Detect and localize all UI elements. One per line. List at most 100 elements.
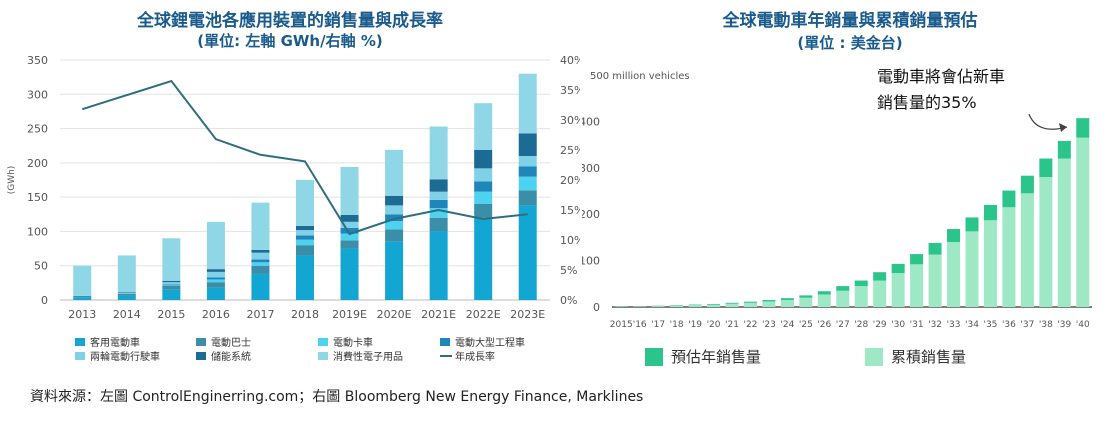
left-bar-segment bbox=[296, 245, 314, 256]
right-bar-cumulative bbox=[965, 231, 979, 307]
right-bar-cumulative bbox=[688, 305, 702, 307]
right-bar-annual bbox=[1076, 118, 1090, 138]
left-legend-swatch bbox=[196, 352, 206, 360]
left-y2tick-label: 20% bbox=[560, 174, 580, 187]
left-bar-segment bbox=[296, 225, 314, 231]
left-bar-segment bbox=[206, 282, 225, 288]
right-bar-cumulative bbox=[1002, 207, 1016, 307]
right-bar-annual bbox=[725, 302, 739, 304]
left-bar-segment bbox=[117, 293, 136, 296]
left-bar-segment bbox=[73, 265, 92, 296]
left-bar-segment bbox=[251, 202, 270, 250]
left-xtick-label: 2018 bbox=[291, 308, 319, 321]
left-bar-segment bbox=[117, 293, 136, 294]
left-bar-segment bbox=[518, 166, 537, 177]
right-bar-annual bbox=[762, 300, 776, 302]
left-bar-segment bbox=[429, 217, 448, 232]
left-chart-title: 全球鋰電池各應用裝置的銷售量與成長率 bbox=[137, 11, 443, 31]
right-bar-annual bbox=[780, 298, 794, 301]
left-bar-segment bbox=[162, 289, 181, 300]
left-bar-segment bbox=[340, 233, 359, 241]
legend-swatch-annual bbox=[645, 347, 663, 366]
left-bar-segment bbox=[73, 295, 92, 298]
left-legend-swatch bbox=[75, 352, 85, 360]
left-legend-label: 電動巴士 bbox=[211, 336, 251, 349]
right-bar-annual bbox=[799, 295, 813, 298]
left-legend-swatch bbox=[196, 338, 206, 346]
left-bar-segment bbox=[162, 285, 181, 290]
right-chart: 0 100 200 300 400 500 million vehicles 2015'16… bbox=[582, 67, 1092, 330]
left-ytick-label: 0 bbox=[41, 294, 48, 307]
left-bar-segment bbox=[162, 284, 181, 286]
left-bar-segment bbox=[518, 133, 537, 156]
right-bar-cumulative bbox=[1057, 158, 1071, 307]
left-bar-segment bbox=[296, 239, 314, 246]
left-bar-segment bbox=[385, 229, 404, 242]
left-legend-swatch bbox=[318, 338, 328, 346]
right-chart-subtitle: (單位 : 美金台) bbox=[797, 34, 903, 52]
left-bar-segment bbox=[474, 181, 493, 192]
right-bar-annual bbox=[928, 242, 942, 255]
left-bar-segment bbox=[162, 282, 181, 285]
right-xtick-label: 2015 bbox=[610, 320, 633, 330]
left-xtick-label: 2016 bbox=[202, 308, 230, 321]
right-bar-cumulative bbox=[928, 254, 942, 307]
left-growth-line bbox=[81, 79, 528, 236]
left-bar-segment bbox=[206, 269, 225, 272]
left-bar-segment bbox=[296, 180, 314, 226]
right-annotation-line1: 電動車將會佔新車 bbox=[877, 67, 1005, 86]
left-bar-segment bbox=[340, 240, 359, 249]
left-bar-segment bbox=[162, 280, 181, 283]
right-chart-title: 全球電動車年銷量與累積銷量預估 bbox=[722, 11, 978, 31]
right-bar-annual bbox=[1002, 190, 1016, 208]
left-bar-segment bbox=[385, 214, 404, 222]
left-bar-segment bbox=[474, 204, 493, 218]
right-xtick-label: '33 bbox=[947, 320, 961, 330]
right-xtick-label: '35 bbox=[983, 320, 997, 330]
left-bar-segment bbox=[73, 297, 92, 300]
left-ytick-label: 250 bbox=[27, 123, 48, 136]
left-legend-label: 消費性電子用品 bbox=[333, 350, 403, 363]
left-bar-segment bbox=[518, 176, 537, 191]
left-bar-segment bbox=[162, 238, 181, 281]
left-legend-swatch bbox=[75, 338, 85, 346]
left-bar-segment bbox=[296, 255, 314, 300]
right-xtick-label: '27 bbox=[836, 320, 850, 330]
left-bar-segment bbox=[251, 259, 270, 263]
right-ytick-label: 200 bbox=[582, 208, 600, 221]
right-xtick-label: '19 bbox=[688, 320, 702, 330]
right-annotation-line2: 銷售量的35% bbox=[877, 93, 977, 112]
left-bar-segment bbox=[429, 231, 448, 300]
legend-swatch-cumulative bbox=[865, 347, 883, 366]
right-xtick-label: '25 bbox=[799, 320, 813, 330]
left-xtick-label: 2023E bbox=[510, 308, 545, 321]
right-bar-cumulative bbox=[836, 290, 850, 307]
left-bar-segment bbox=[474, 103, 493, 150]
right-xtick-label: '36 bbox=[1002, 320, 1016, 330]
left-bar-segment bbox=[518, 205, 537, 300]
left-bar-segment bbox=[117, 295, 136, 300]
right-annotation-arrowhead bbox=[1059, 123, 1067, 132]
right-xtick-label: '28 bbox=[854, 320, 868, 330]
left-y2tick-label: 10% bbox=[560, 234, 580, 247]
left-bar-segment bbox=[385, 221, 404, 230]
left-xtick-label: 2021E bbox=[421, 308, 456, 321]
right-bar-annual bbox=[910, 254, 924, 265]
left-bar-segment bbox=[340, 228, 359, 234]
right-bar-annual bbox=[1039, 158, 1053, 178]
right-ytick-top-label: 500 million vehicles bbox=[590, 71, 690, 82]
left-bar-segment bbox=[429, 126, 448, 180]
left-bar-segment bbox=[206, 221, 225, 270]
right-bar-cumulative bbox=[1020, 193, 1034, 307]
left-bar-segment bbox=[340, 214, 359, 222]
left-bar-segment bbox=[206, 279, 225, 283]
right-xtick-label: '16 bbox=[633, 320, 647, 330]
right-bar-annual bbox=[1057, 140, 1071, 159]
right-xtick-label: '32 bbox=[928, 320, 942, 330]
right-bar-cumulative bbox=[983, 220, 997, 307]
right-xtick-label: '24 bbox=[780, 320, 794, 330]
right-bar-cumulative bbox=[725, 303, 739, 307]
source-note: 資料來源：左圖 ControlEnginerring.com；右圖 Bloomb… bbox=[30, 389, 644, 405]
left-bar-segment bbox=[429, 199, 448, 209]
right-ytick-label: 400 bbox=[582, 115, 600, 128]
